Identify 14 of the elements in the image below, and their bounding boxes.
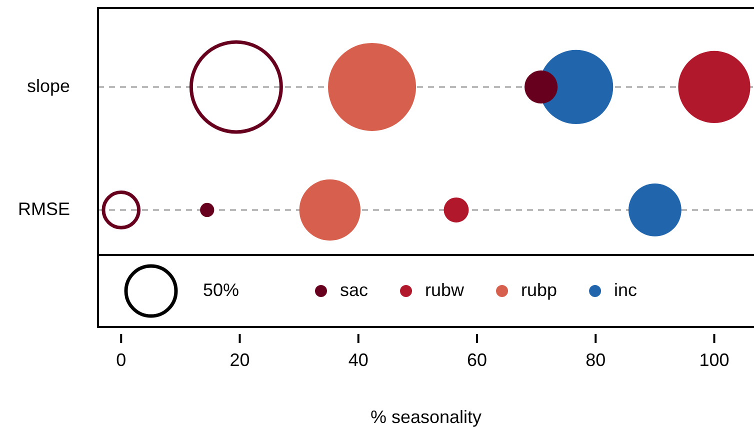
legend-label: 50%: [203, 280, 240, 300]
legend-label: rubp: [521, 280, 558, 300]
legend-label: sac: [340, 280, 368, 300]
x-axis-title: % seasonality: [370, 407, 482, 428]
x-tick-label: 0: [116, 350, 126, 370]
y-tick-label: RMSE: [18, 198, 70, 219]
legend-label: inc: [614, 280, 638, 300]
y-tick-label: slope: [26, 76, 70, 96]
legend-label: rubw: [425, 280, 466, 300]
x-tick-label: 20: [230, 350, 250, 370]
x-tick-label: 40: [348, 350, 368, 370]
x-tick-label: 80: [586, 350, 606, 370]
x-tick-label: 100: [699, 350, 730, 370]
x-tick-label: 60: [466, 350, 488, 370]
